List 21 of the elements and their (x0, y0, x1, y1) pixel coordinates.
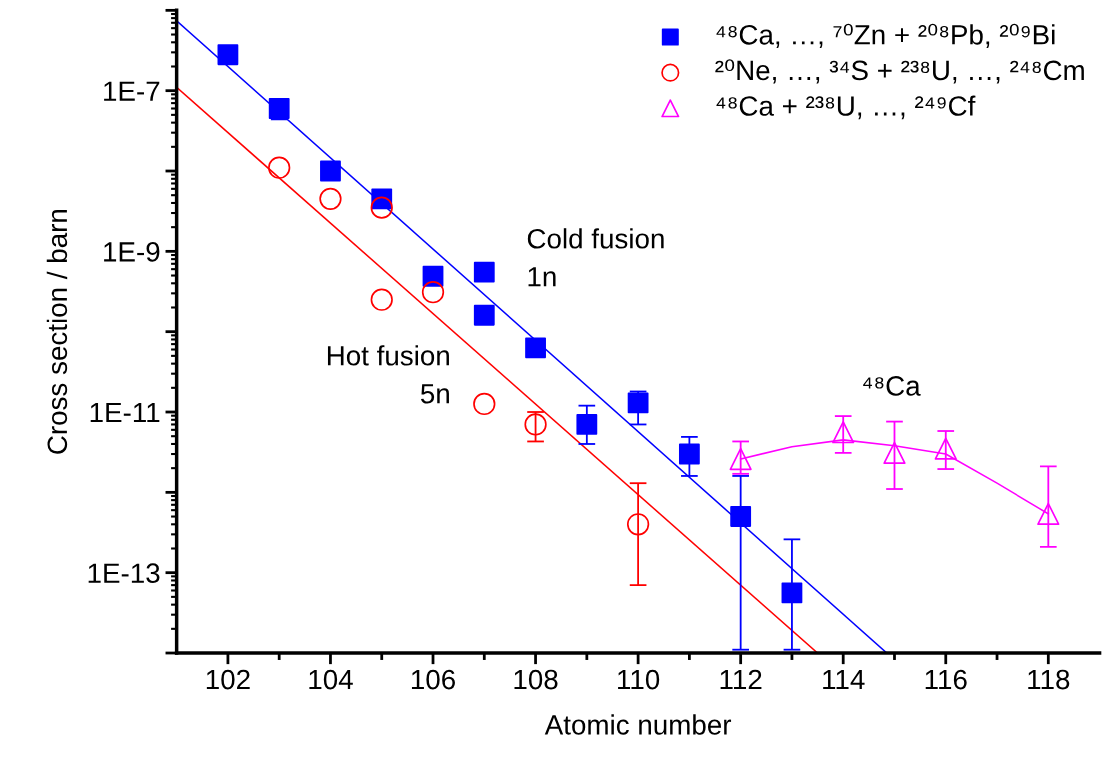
x-tick-label: 110 (618, 669, 660, 690)
y-tick-label: 1E-11 (90, 402, 160, 423)
x-tick-label: 116 (925, 669, 967, 690)
y-tick-label: 1E-7 (104, 81, 160, 101)
x-axis-title: Atomic number (544, 714, 732, 735)
y-axis-title: Cross section / barn (46, 209, 68, 454)
annotation: Hot fusion 5n (327, 345, 449, 404)
annotation: ⁴⁸Ca (863, 376, 921, 396)
y-tick-label: 1E-9 (104, 242, 160, 262)
legend-label: ⁴⁸Ca, …, ⁷⁰Zn + ²⁰⁸Pb, ²⁰⁹Bi (716, 23, 1055, 48)
y-tick-label: 1E-13 (88, 563, 160, 584)
x-tick-label: 106 (411, 669, 455, 690)
legend-label: ²⁰Ne, …, ³⁴S + ²³⁸U, …, ²⁴⁸Cm (715, 59, 1084, 84)
x-tick-label: 118 (1028, 669, 1070, 690)
x-tick-label: 108 (514, 669, 558, 690)
annotation: Cold fusion 1n (527, 228, 664, 287)
x-tick-label: 114 (823, 670, 865, 690)
x-tick-label: 102 (206, 669, 250, 690)
x-tick-label: 112 (720, 669, 762, 690)
x-tick-label: 104 (309, 669, 353, 690)
legend-label: ⁴⁸Ca + ²³⁸U, …, ²⁴⁹Cf (716, 95, 976, 120)
